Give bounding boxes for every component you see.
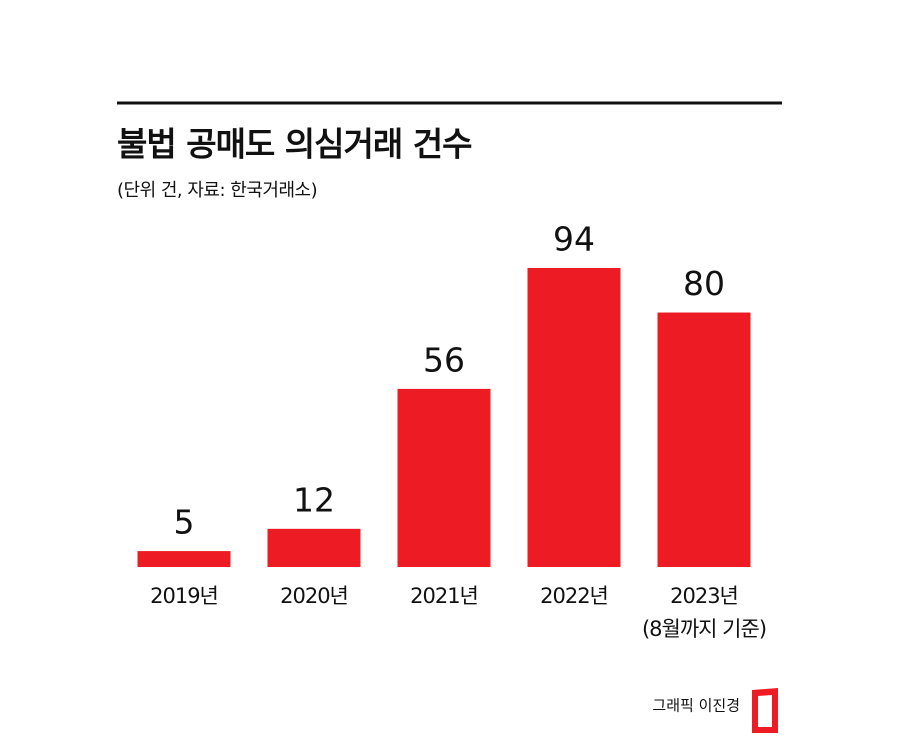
bar (267, 528, 361, 567)
bar (527, 268, 621, 567)
x-tick-label: 2023년 (8월까지 기준) (641, 584, 767, 641)
bar (397, 388, 491, 567)
value-label: 80 (683, 264, 725, 303)
credit: 그래픽 이진경 (652, 697, 740, 715)
x-tick-label: 2020년 (280, 584, 349, 608)
x-tick-label: 2022년 (540, 584, 609, 608)
x-tick-label: 2021년 (410, 584, 479, 608)
value-label: 12 (293, 480, 335, 519)
chart-title: 불법 공매도 의심거래 건수 (117, 125, 472, 164)
bar (657, 312, 751, 567)
bar (137, 551, 231, 567)
value-label: 94 (553, 220, 595, 259)
chart-subtitle: (단위 건, 자료: 한국거래소) (117, 180, 317, 201)
logo (752, 688, 778, 733)
x-tick-label: 2019년 (150, 584, 219, 608)
value-label: 56 (423, 340, 465, 379)
value-label: 5 (174, 503, 195, 542)
